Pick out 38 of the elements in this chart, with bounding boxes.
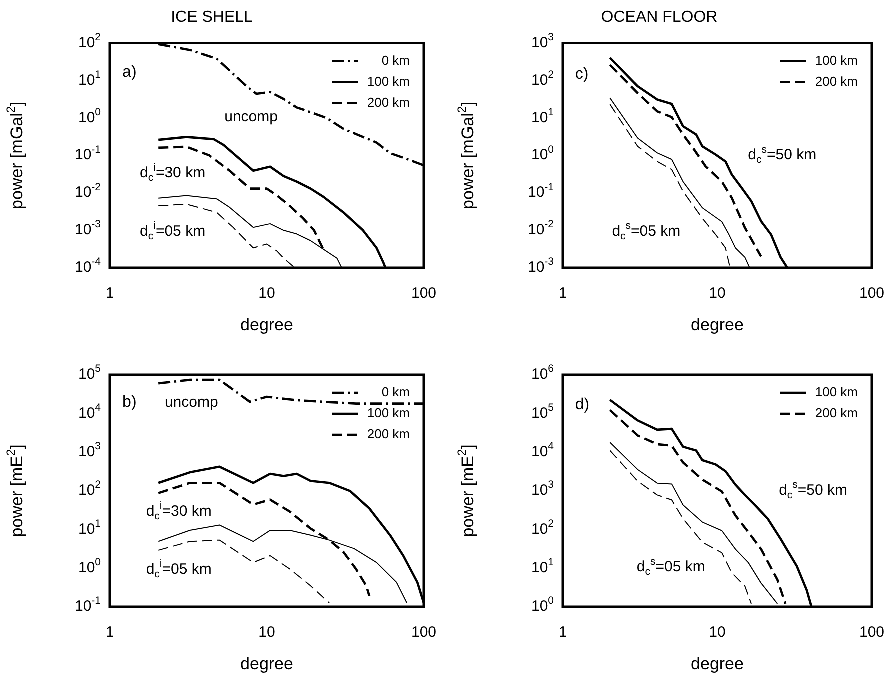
legend-label: 200 km bbox=[815, 74, 858, 89]
y-axis-title: power [mE2] bbox=[4, 444, 27, 538]
x-axis-title: degree bbox=[240, 315, 294, 334]
x-tick-label: 1 bbox=[558, 624, 568, 642]
x-tick-label: 10 bbox=[258, 624, 276, 642]
x-tick-label: 100 bbox=[411, 285, 437, 302]
annotation: b) bbox=[122, 394, 137, 412]
chart-title: OCEAN FLOOR bbox=[601, 9, 718, 26]
x-tick-label: 100 bbox=[411, 624, 437, 642]
legend-label: 100 km bbox=[815, 384, 858, 400]
legend-label: 100 km bbox=[367, 406, 410, 421]
x-tick-label: 10 bbox=[258, 285, 276, 302]
chart-title: ICE SHELL bbox=[171, 9, 254, 26]
legend-label: 200 km bbox=[815, 406, 858, 421]
legend-label: 100 km bbox=[367, 74, 410, 89]
x-tick-label: 10 bbox=[709, 285, 726, 302]
legend-label: 0 km bbox=[382, 52, 410, 68]
legend-label: 200 km bbox=[367, 426, 410, 442]
x-tick-label: 10 bbox=[709, 624, 726, 642]
x-axis-title: degree bbox=[691, 315, 744, 334]
x-tick-label: 1 bbox=[558, 285, 568, 302]
x-tick-label: 100 bbox=[859, 624, 885, 642]
annotation: uncomp bbox=[224, 108, 278, 126]
legend-label: 0 km bbox=[382, 384, 410, 400]
annotation: d) bbox=[575, 396, 590, 414]
y-axis-title: power [mGal2] bbox=[454, 102, 478, 210]
x-tick-label: 1 bbox=[106, 285, 114, 302]
legend-label: 200 km bbox=[367, 94, 410, 110]
y-axis-title: power [mE2] bbox=[454, 444, 478, 538]
annotation: a) bbox=[122, 64, 137, 81]
y-axis-title: power [mGal2] bbox=[4, 102, 27, 210]
legend-label: 100 km bbox=[815, 52, 858, 68]
x-tick-label: 100 bbox=[859, 285, 885, 302]
x-tick-label: 1 bbox=[106, 624, 114, 642]
annotation: c) bbox=[575, 66, 589, 84]
annotation: uncomp bbox=[164, 394, 218, 411]
x-axis-title: degree bbox=[240, 654, 294, 674]
x-axis-title: degree bbox=[691, 654, 744, 674]
